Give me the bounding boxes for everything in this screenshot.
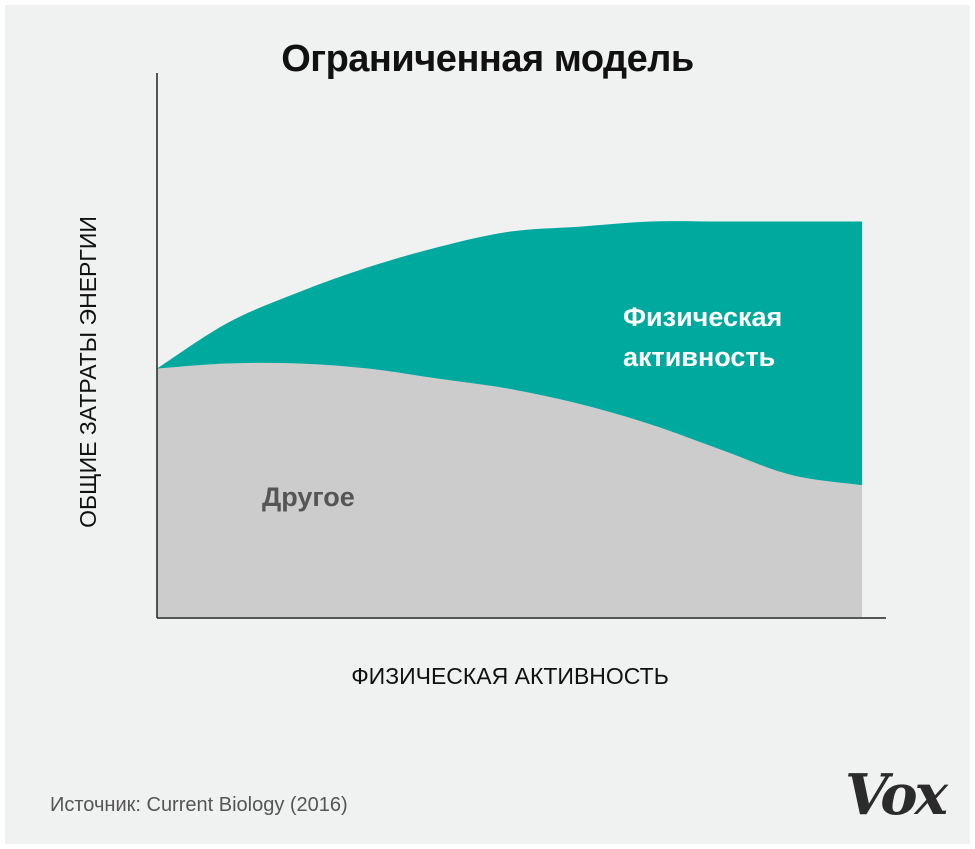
other-area-label: Другое: [262, 482, 355, 512]
physical-activity-label-line1: Физическая: [623, 302, 783, 332]
areas-group: [157, 221, 862, 617]
physical-activity-label-line2: активность: [623, 342, 776, 372]
area-other: [157, 362, 862, 617]
x-axis-label: ФИЗИЧЕСКАЯ АКТИВНОСТЬ: [351, 663, 669, 689]
physical-activity-area-label: Физическая активность: [623, 297, 782, 377]
chart-title: Ограниченная модель: [281, 38, 694, 80]
vox-logo: Vox: [845, 762, 948, 828]
area-physical-activity: [157, 221, 862, 486]
source-note: Источник: Current Biology (2016): [50, 794, 348, 816]
y-axis-label: ОБЩИЕ ЗАТРАТЫ ЭНЕРГИИ: [75, 216, 101, 528]
axes-group: [156, 73, 886, 619]
